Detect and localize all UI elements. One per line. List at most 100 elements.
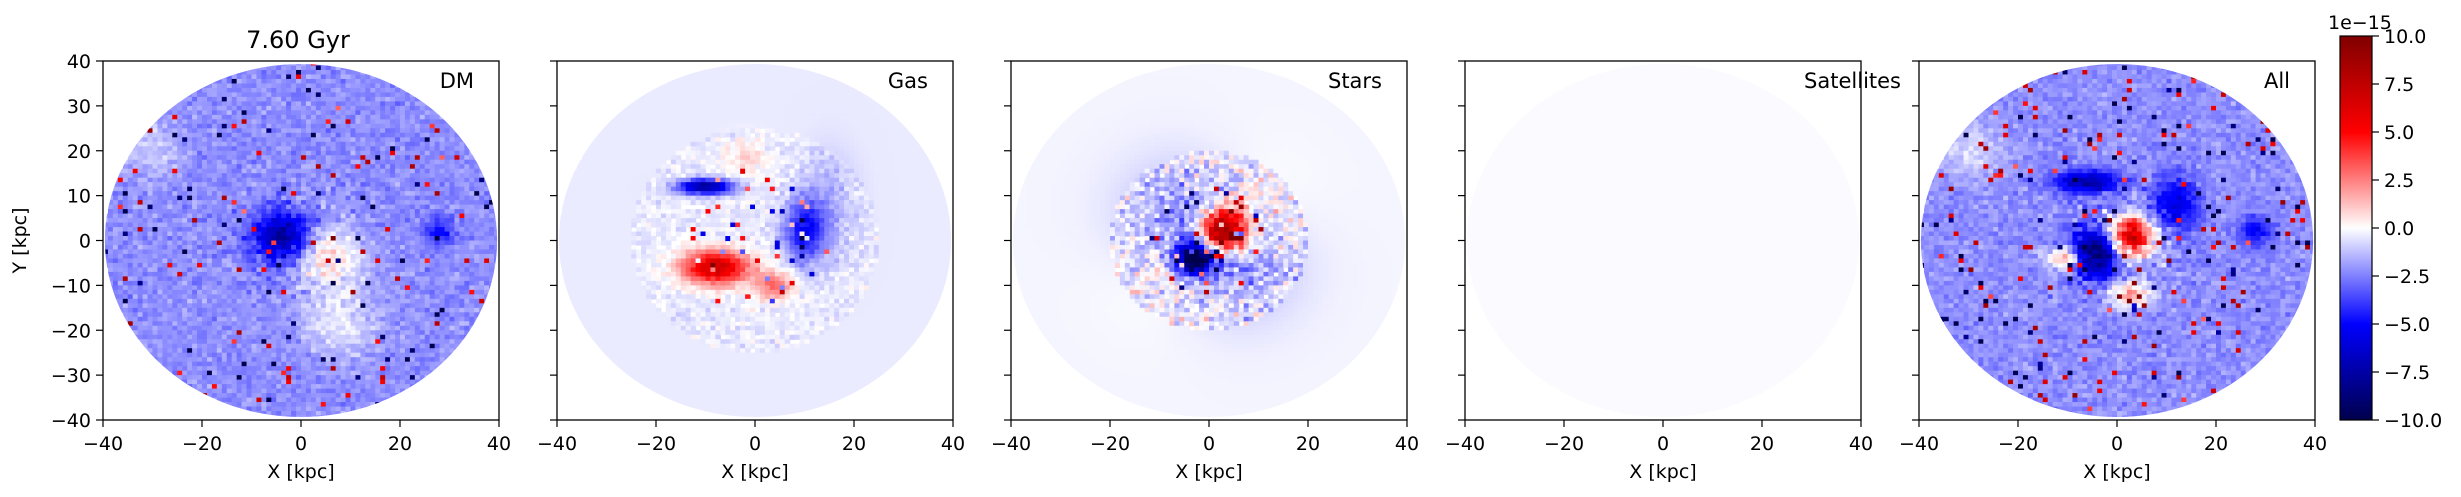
heatmap-cell <box>419 361 426 367</box>
heatmap-cell <box>226 146 233 152</box>
heatmap-cell <box>132 312 139 318</box>
heatmap-cell <box>340 343 347 349</box>
heatmap-cell <box>320 231 327 237</box>
heatmap-cell <box>330 227 337 233</box>
heatmap-cell <box>187 236 193 242</box>
heatmap-cell <box>395 285 401 291</box>
heatmap-cell <box>216 213 223 219</box>
heatmap-cell <box>241 258 248 264</box>
heatmap-cell <box>157 182 163 188</box>
heatmap-cell <box>147 285 154 291</box>
heatmap-cell <box>469 200 475 206</box>
heatmap-cell <box>211 227 218 233</box>
heatmap-cell <box>320 87 327 94</box>
heatmap-cell <box>355 267 361 273</box>
heatmap-cell <box>390 222 396 228</box>
heatmap-cell <box>350 231 357 237</box>
heatmap-cell <box>152 155 159 161</box>
heatmap-cell <box>202 253 208 260</box>
heatmap-cell <box>454 271 460 277</box>
heatmap-cell <box>434 253 441 260</box>
heatmap-cell <box>340 200 347 206</box>
heatmap-cell <box>211 87 218 94</box>
heatmap-cell <box>197 231 203 237</box>
heatmap-cell <box>395 258 401 264</box>
heatmap-cell <box>266 321 272 327</box>
heatmap-cell <box>261 388 267 394</box>
heatmap-cell <box>370 191 376 197</box>
heatmap-cell <box>310 348 317 354</box>
heatmap-cell <box>320 379 327 385</box>
heatmap-cell <box>335 312 342 318</box>
heatmap-cell <box>276 379 282 385</box>
heatmap-cell <box>211 92 218 98</box>
heatmap-cell <box>172 267 178 273</box>
heatmap-cell <box>380 114 386 120</box>
heatmap-cell <box>390 262 396 269</box>
heatmap-cell <box>187 276 193 282</box>
heatmap-cell <box>172 361 178 367</box>
heatmap-cell <box>197 150 203 156</box>
heatmap-cell <box>211 352 218 358</box>
heatmap-cell <box>221 379 228 385</box>
heatmap-cell <box>434 352 441 358</box>
heatmap-cell <box>301 195 307 201</box>
heatmap-cell <box>271 114 277 120</box>
heatmap-cell <box>400 262 406 269</box>
heatmap-cell <box>112 218 119 224</box>
heatmap-cell <box>202 132 208 138</box>
heatmap-cell <box>236 402 243 408</box>
heatmap-cell <box>202 83 208 89</box>
heatmap-cell <box>226 110 233 116</box>
heatmap-cell <box>390 177 396 183</box>
heatmap-cell <box>177 110 183 116</box>
heatmap-cell <box>449 307 456 313</box>
heatmap-cell <box>206 343 213 349</box>
heatmap-cell <box>291 128 297 134</box>
heatmap-cell <box>355 87 361 94</box>
heatmap-cell <box>142 168 149 174</box>
heatmap-cell <box>365 78 371 85</box>
heatmap-cell <box>286 285 292 291</box>
heatmap-cell <box>375 289 381 295</box>
heatmap-cell <box>236 334 243 340</box>
heatmap-cell <box>301 137 307 143</box>
heatmap-cell <box>226 298 233 304</box>
heatmap-cell <box>454 177 460 183</box>
heatmap-cell <box>162 155 168 161</box>
heatmap-cell <box>221 402 228 408</box>
heatmap-cell <box>365 397 371 403</box>
heatmap-cell <box>182 218 188 224</box>
heatmap-cell <box>429 285 436 291</box>
heatmap-cell <box>236 316 243 322</box>
heatmap-cell <box>429 334 436 340</box>
heatmap-cell <box>380 146 386 152</box>
heatmap-cell <box>162 316 168 322</box>
heatmap-cell <box>291 384 297 390</box>
heatmap-cell <box>286 137 292 143</box>
heatmap-cell <box>281 231 287 237</box>
heatmap-cell <box>414 361 421 367</box>
heatmap-cell <box>197 114 203 120</box>
heatmap-cell <box>291 352 297 358</box>
heatmap-cell <box>261 249 267 255</box>
heatmap-cell <box>261 402 267 408</box>
heatmap-cell <box>385 177 391 183</box>
heatmap-cell <box>241 186 248 192</box>
heatmap-cell <box>350 78 357 85</box>
heatmap-cell <box>449 204 456 210</box>
heatmap-cell <box>355 128 361 134</box>
heatmap-cell <box>226 186 233 192</box>
heatmap-cell <box>266 289 272 295</box>
heatmap-cell <box>350 361 357 367</box>
heatmap-cell <box>177 321 183 327</box>
heatmap-cell <box>211 361 218 367</box>
heatmap-cell <box>266 370 272 376</box>
heatmap-cell <box>444 307 451 313</box>
heatmap-cell <box>330 397 337 403</box>
heatmap-cell <box>330 92 337 98</box>
heatmap-cell <box>261 285 267 291</box>
heatmap-cell <box>182 348 188 354</box>
heatmap-cell <box>414 348 421 354</box>
heatmap-cell <box>474 204 480 210</box>
